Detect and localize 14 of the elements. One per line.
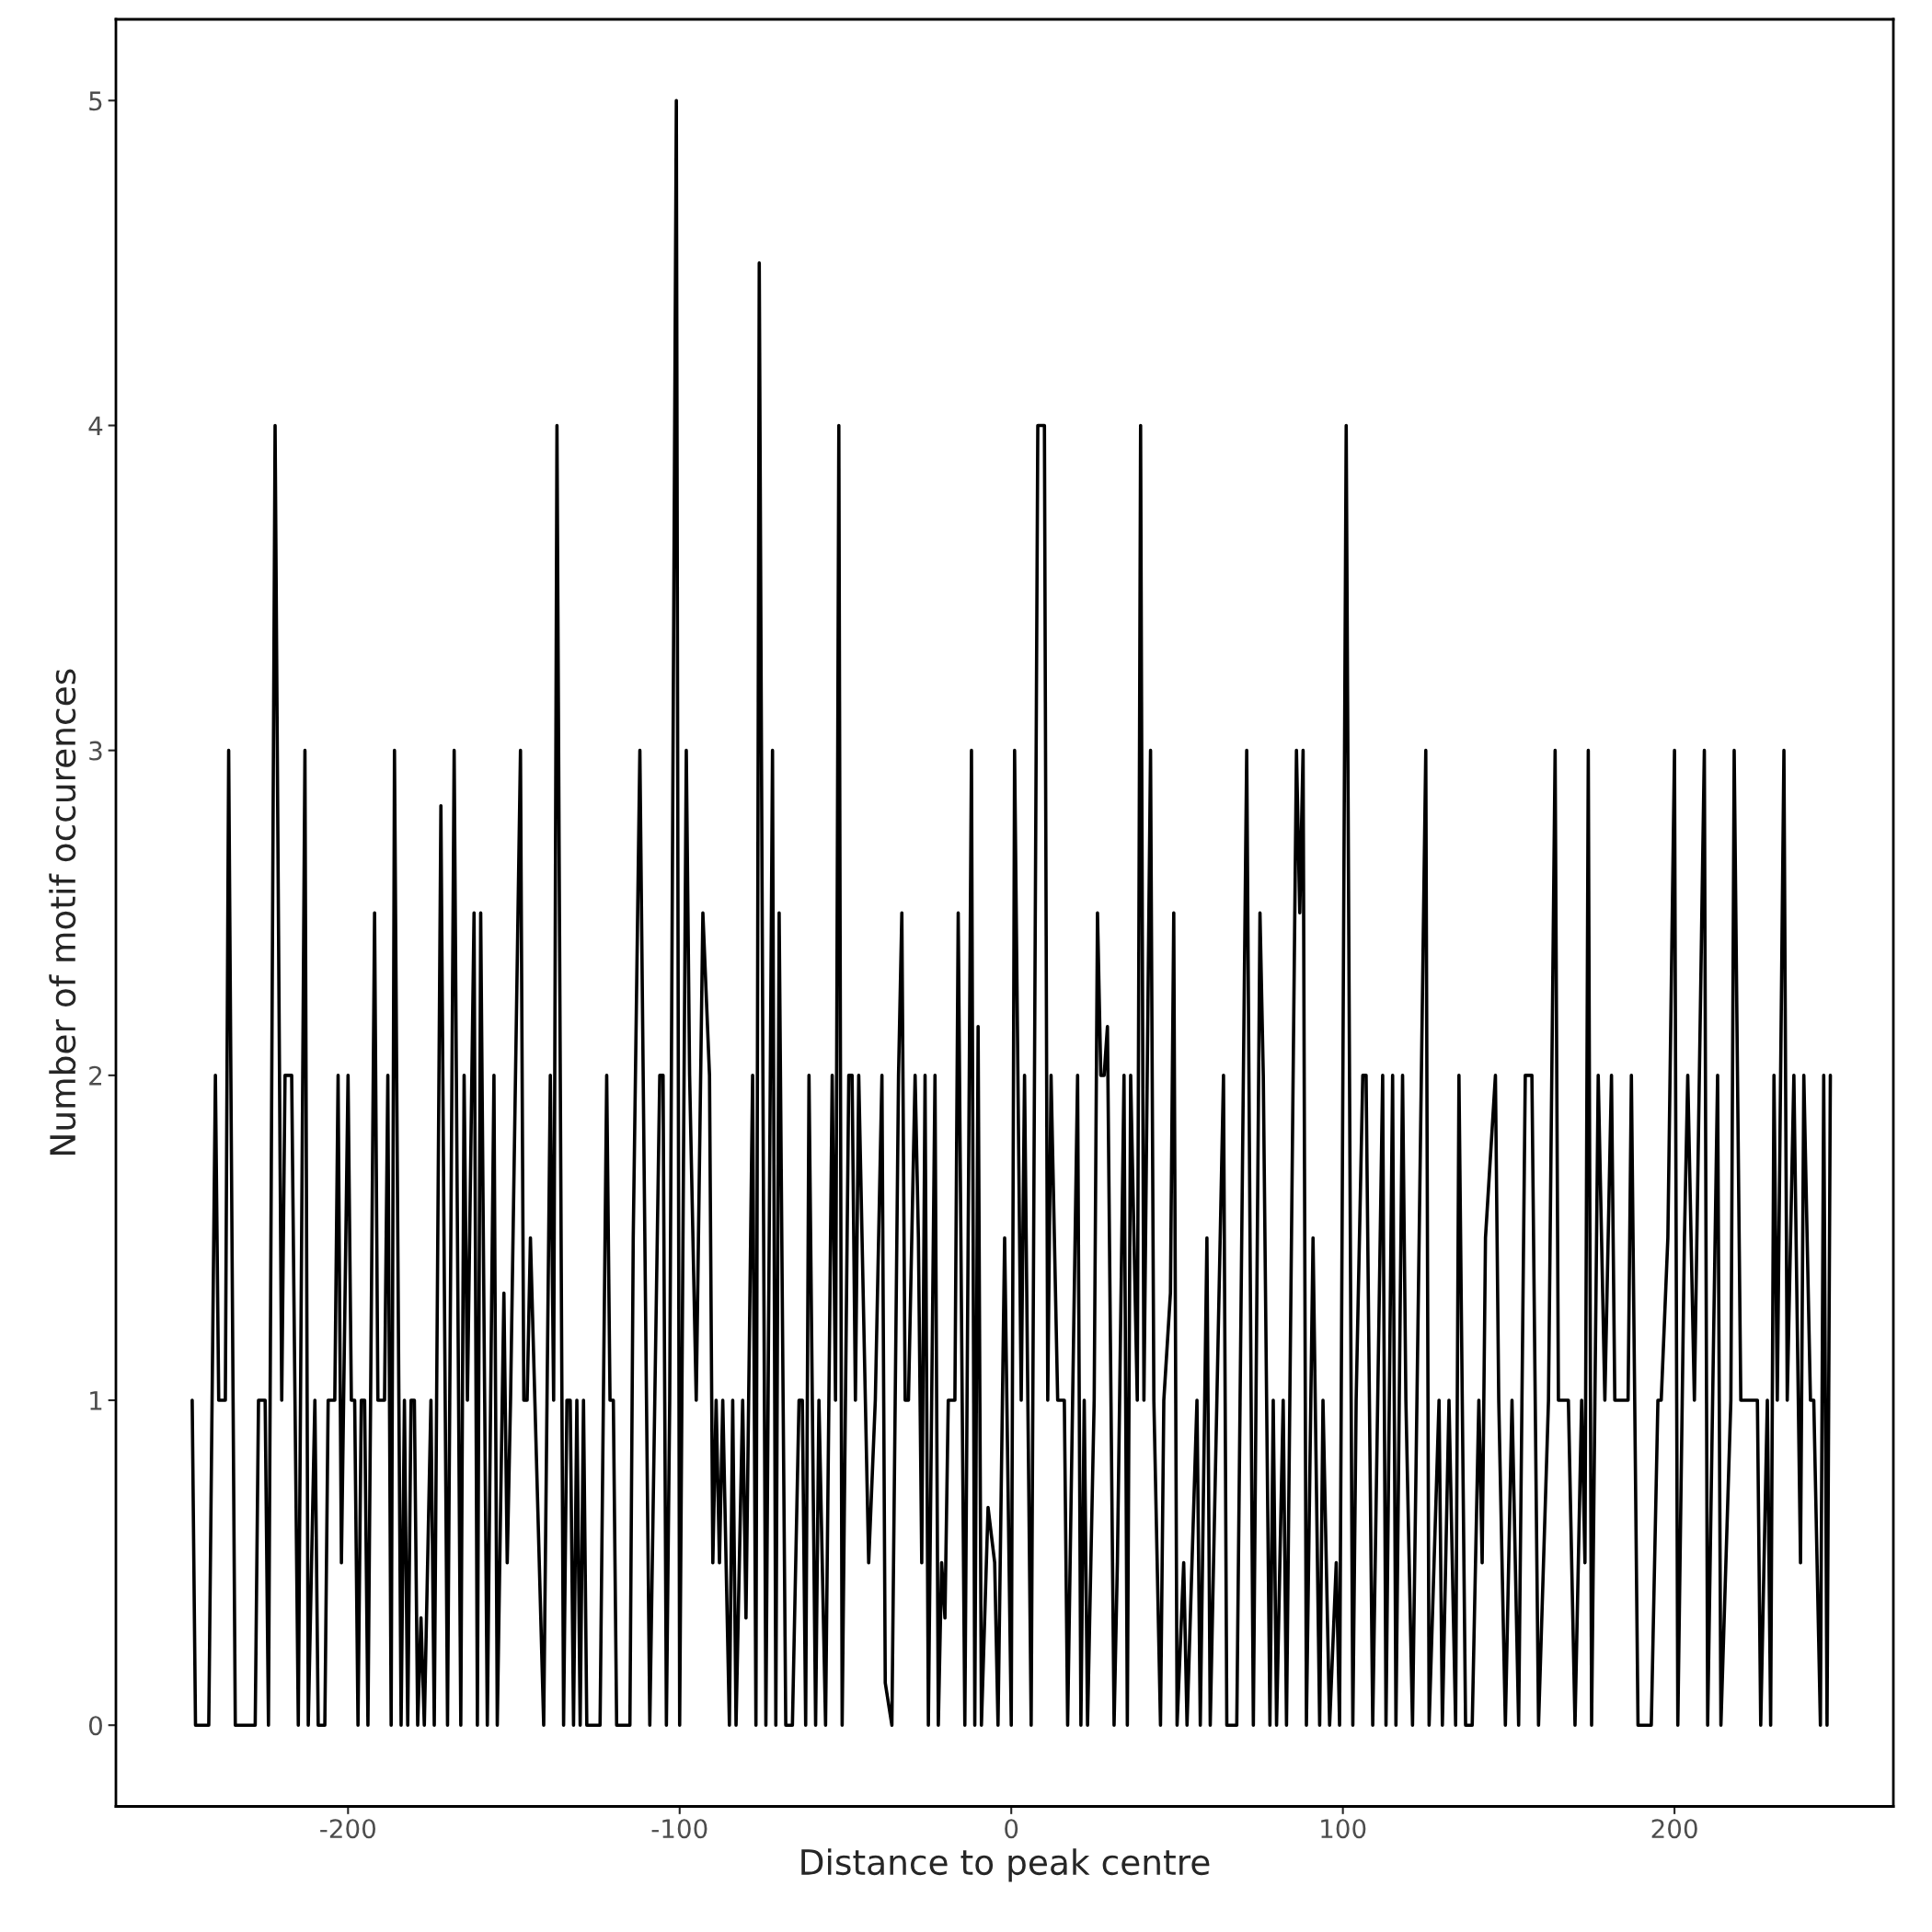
x-tick-label: 200 (1651, 1819, 1697, 1839)
y-axis-title: Number of motif occurences (49, 669, 76, 1156)
line-series (190, 98, 1833, 1728)
x-axis-title: Distance to peak centre (801, 1848, 1210, 1882)
y-tick-label: 2 (89, 1065, 102, 1086)
y-tick-label: 1 (90, 1391, 102, 1410)
x-tick-label: -100 (651, 1819, 707, 1839)
x-tick-label: -200 (320, 1819, 375, 1839)
y-tick-label: 5 (89, 91, 102, 111)
y-tick-label: 3 (89, 741, 102, 761)
y-tick-label: 0 (88, 1716, 102, 1736)
x-tick-label: 0 (1005, 1819, 1018, 1839)
y-tick-label: 4 (88, 416, 103, 436)
x-tick-label: 100 (1321, 1819, 1366, 1839)
